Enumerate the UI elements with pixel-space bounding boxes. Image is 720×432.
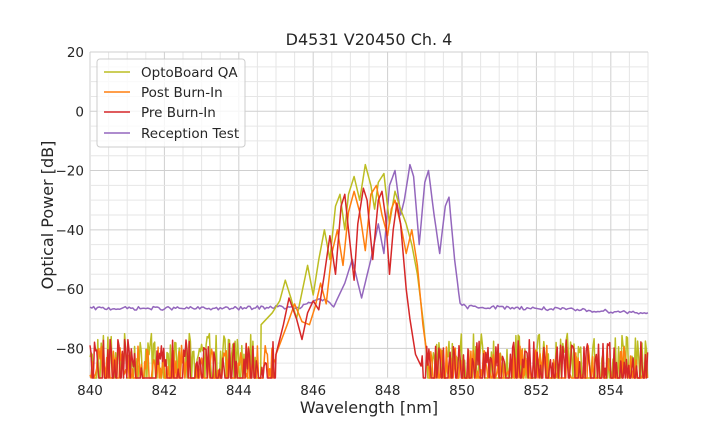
x-tick-label: 844 — [226, 383, 252, 399]
y-tick-label: 20 — [67, 45, 84, 61]
x-tick-label: 848 — [375, 383, 401, 399]
x-tick-label: 842 — [152, 383, 178, 399]
x-axis-label: Wavelength [nm] — [300, 398, 438, 417]
legend-label-optoboard-qa: OptoBoard QA — [141, 65, 238, 81]
y-tick-label: −20 — [56, 164, 85, 180]
y-tick-label: −80 — [56, 341, 85, 357]
x-tick-label: 840 — [77, 383, 103, 399]
legend-label-post-burn-in: Post Burn-In — [141, 85, 223, 101]
legend: OptoBoard QA Post Burn-In Pre Burn-In Re… — [96, 58, 246, 148]
x-tick-label: 846 — [300, 383, 326, 399]
y-tick-label: −40 — [56, 223, 85, 239]
chart-title: D4531 V20450 Ch. 4 — [286, 30, 453, 49]
x-tick-labels: 840 842 844 846 848 850 852 854 — [77, 383, 624, 399]
y-axis-label: Optical Power [dB] — [38, 141, 57, 290]
legend-label-reception-test: Reception Test — [141, 126, 239, 142]
legend-box — [96, 58, 246, 148]
legend-label-pre-burn-in: Pre Burn-In — [141, 105, 216, 121]
series-layer — [89, 163, 649, 379]
y-tick-label: 0 — [75, 104, 84, 120]
x-tick-label: 854 — [598, 383, 624, 399]
x-tick-label: 850 — [449, 383, 475, 399]
y-tick-label: −60 — [56, 282, 85, 298]
series-line-pre-burn-in — [89, 187, 649, 379]
y-tick-labels: 20 0 −20 −40 −60 −80 — [56, 45, 85, 357]
x-tick-label: 852 — [524, 383, 550, 399]
